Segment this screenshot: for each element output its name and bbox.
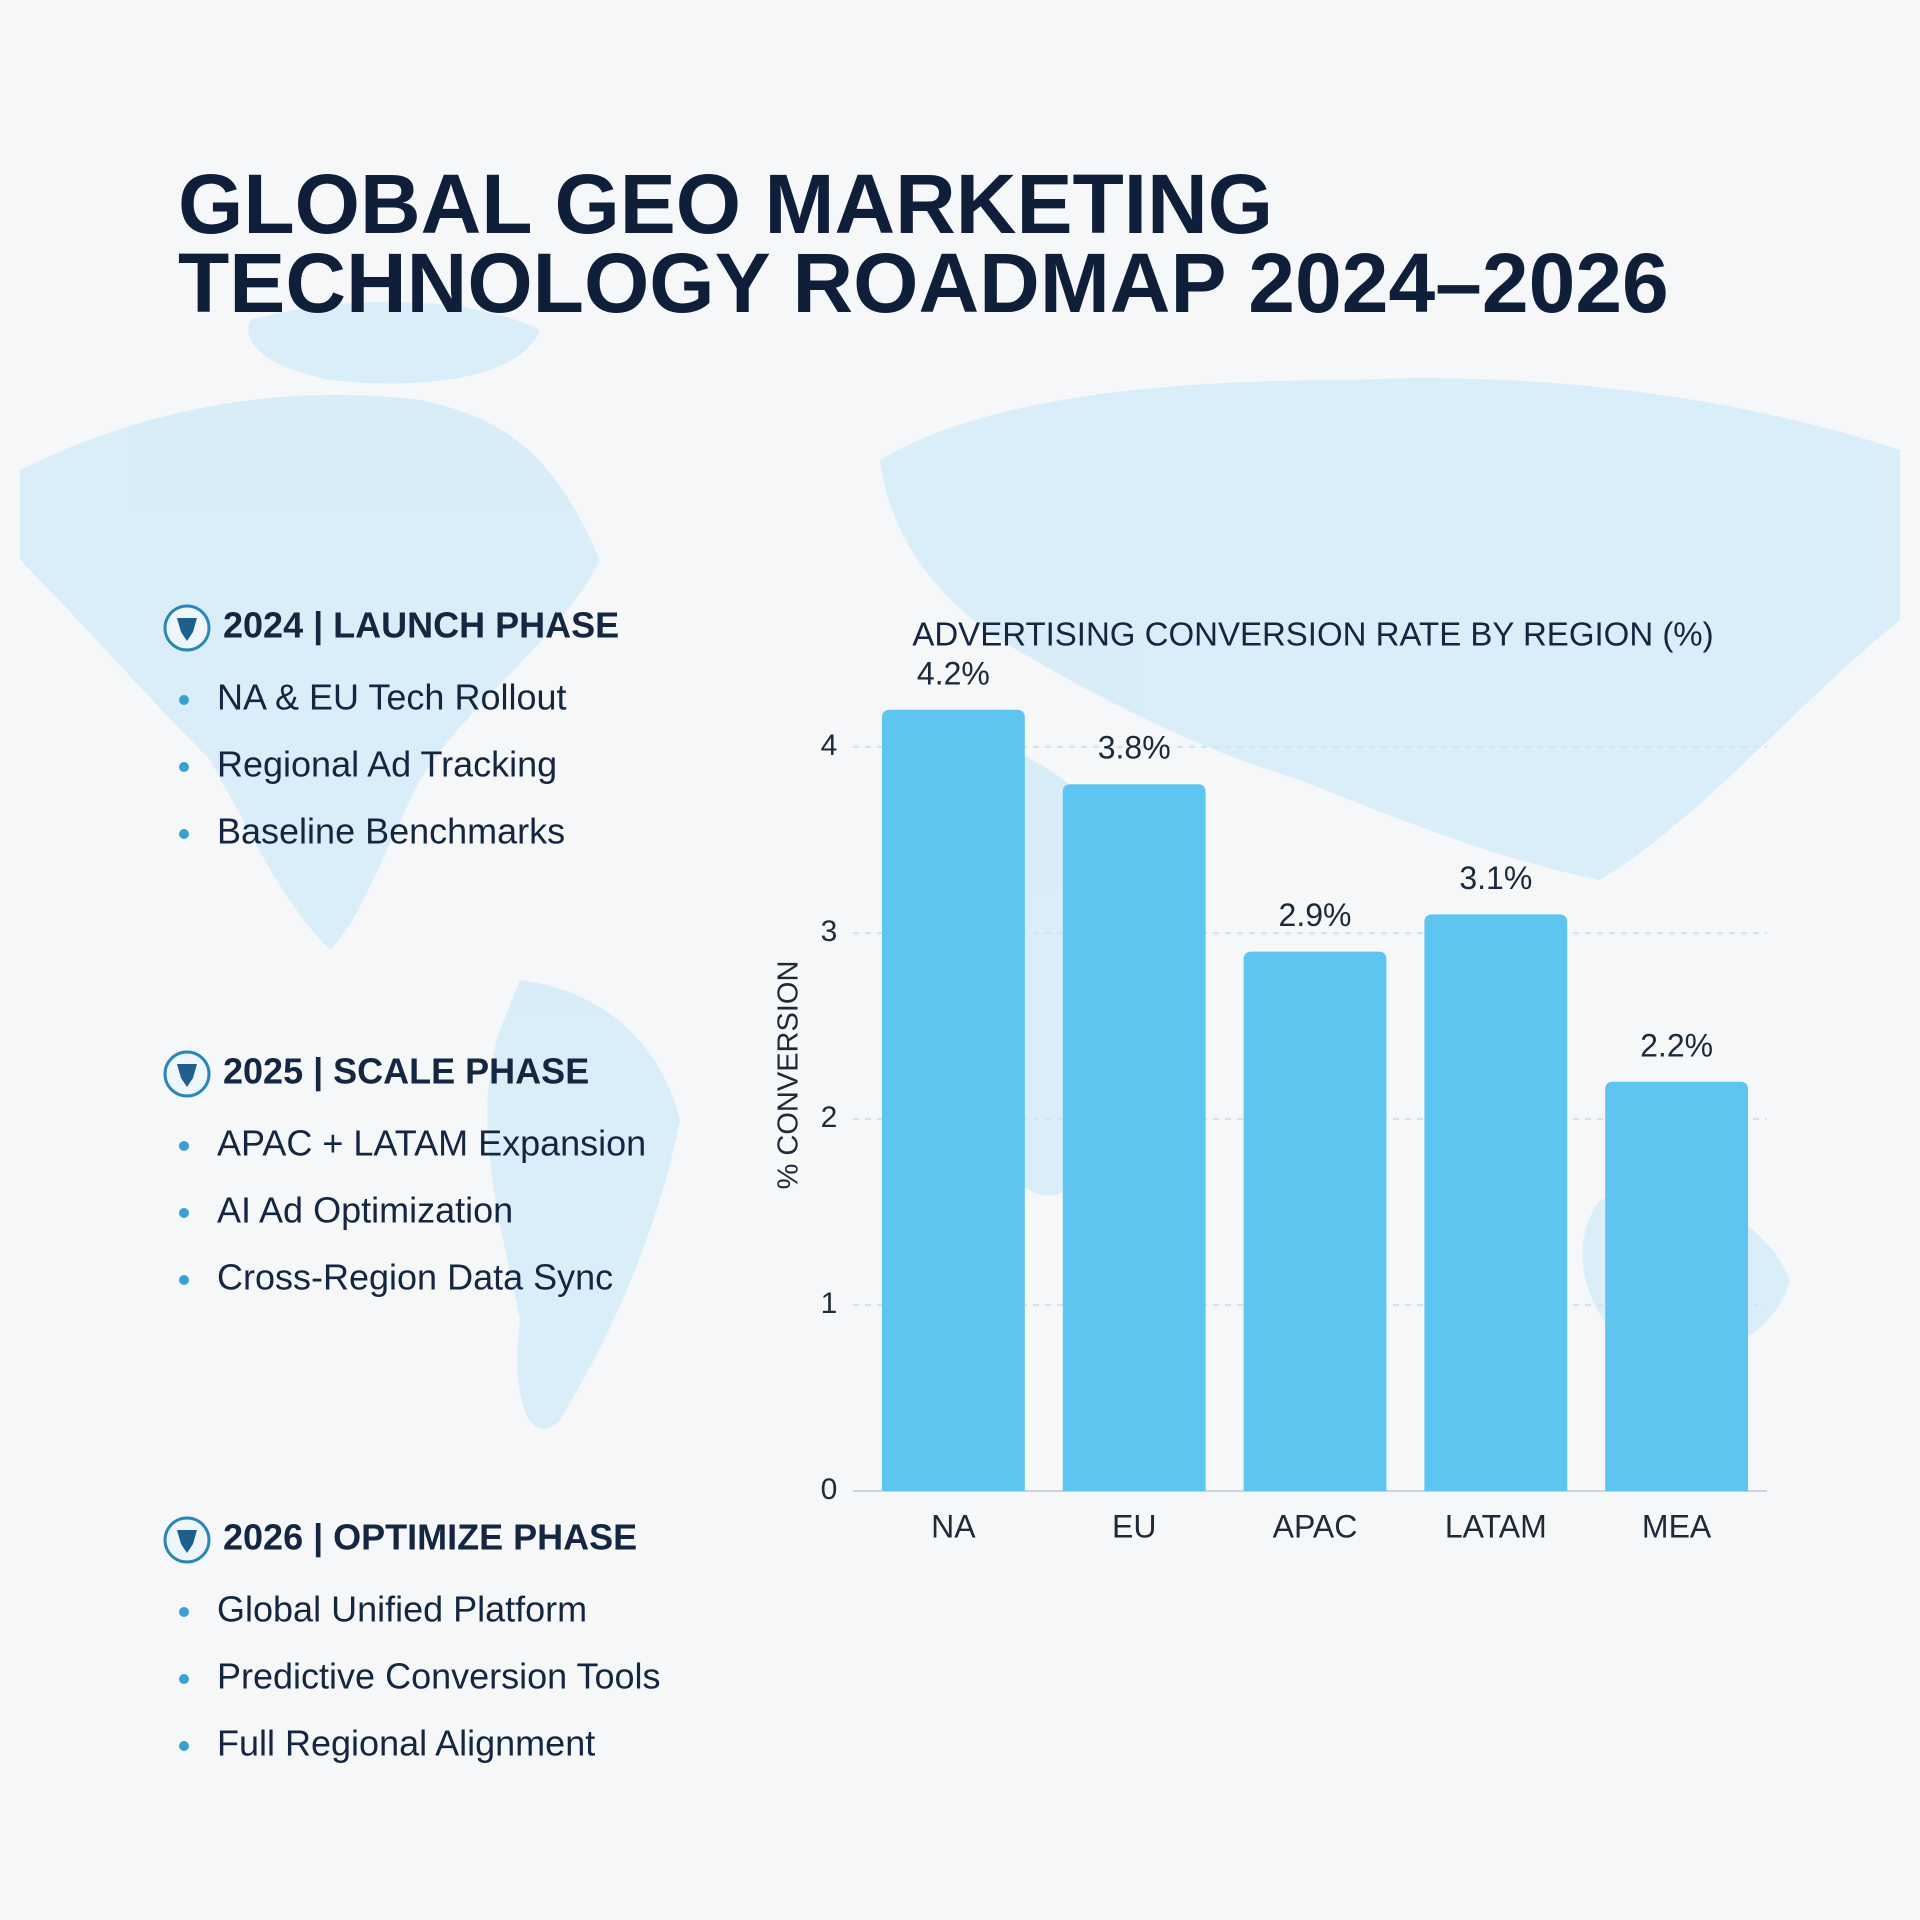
bar	[1243, 951, 1387, 1491]
phase-item: Full Regional Alignment	[217, 1723, 595, 1764]
bar	[1424, 914, 1568, 1491]
phase-heading: 2025 | SCALE PHASE	[223, 1051, 589, 1093]
value-label: 3.8%	[1098, 730, 1171, 766]
chart: ADVERTISING CONVERSION RATE BY REGION (%…	[773, 616, 1767, 1544]
bar	[1605, 1081, 1749, 1491]
bullet	[179, 829, 189, 839]
phase-item: APAC + LATAM Expansion	[217, 1123, 646, 1164]
y-tick-label: 0	[821, 1473, 838, 1506]
y-tick-label: 4	[821, 729, 838, 762]
x-tick-label: MEA	[1642, 1508, 1712, 1544]
phase-item: NA & EU Tech Rollout	[217, 677, 567, 718]
value-label: 4.2%	[917, 655, 990, 691]
value-label: 3.1%	[1459, 860, 1532, 896]
bullet	[179, 1674, 189, 1684]
title-line: GLOBAL GEO MARKETING	[178, 157, 1273, 251]
phase-heading: 2026 | OPTIMIZE PHASE	[223, 1517, 637, 1559]
phase-icon-glyph	[177, 1530, 197, 1553]
y-tick-label: 3	[821, 915, 838, 948]
phases: 2024 | LAUNCH PHASE NA & EU Tech Rollout R…	[163, 604, 661, 1764]
bullet	[179, 1141, 189, 1151]
y-axis-title: % CONVERSION	[773, 961, 805, 1190]
bar	[1062, 784, 1206, 1491]
bullet	[179, 695, 189, 705]
bar	[881, 709, 1025, 1491]
phase-icon-glyph	[177, 618, 197, 641]
x-tick-label: LATAM	[1445, 1508, 1547, 1544]
bullet	[179, 762, 189, 772]
bullet	[179, 1208, 189, 1218]
phase-item: Predictive Conversion Tools	[217, 1656, 661, 1697]
phase-item: Regional Ad Tracking	[217, 744, 557, 785]
y-tick-label: 1	[821, 1287, 838, 1320]
bullet	[179, 1741, 189, 1751]
phase-icon-glyph	[177, 1064, 197, 1087]
value-label: 2.9%	[1279, 897, 1352, 933]
phase-item: Baseline Benchmarks	[217, 811, 565, 852]
phase-item: Global Unified Platform	[217, 1589, 587, 1630]
bullet	[179, 1607, 189, 1617]
title-line: TECHNOLOGY ROADMAP 2024–2026	[178, 236, 1669, 330]
bullet	[179, 1275, 189, 1285]
phase-item: Cross-Region Data Sync	[217, 1257, 613, 1298]
x-tick-label: NA	[931, 1508, 976, 1544]
x-tick-label: APAC	[1273, 1508, 1358, 1544]
y-tick-label: 2	[821, 1101, 838, 1134]
phase-heading: 2024 | LAUNCH PHASE	[223, 605, 619, 647]
x-tick-label: EU	[1112, 1508, 1156, 1544]
value-label: 2.2%	[1640, 1027, 1713, 1063]
chart-title: ADVERTISING CONVERSION RATE BY REGION (%…	[912, 616, 1713, 653]
phase-item: AI Ad Optimization	[217, 1190, 513, 1231]
